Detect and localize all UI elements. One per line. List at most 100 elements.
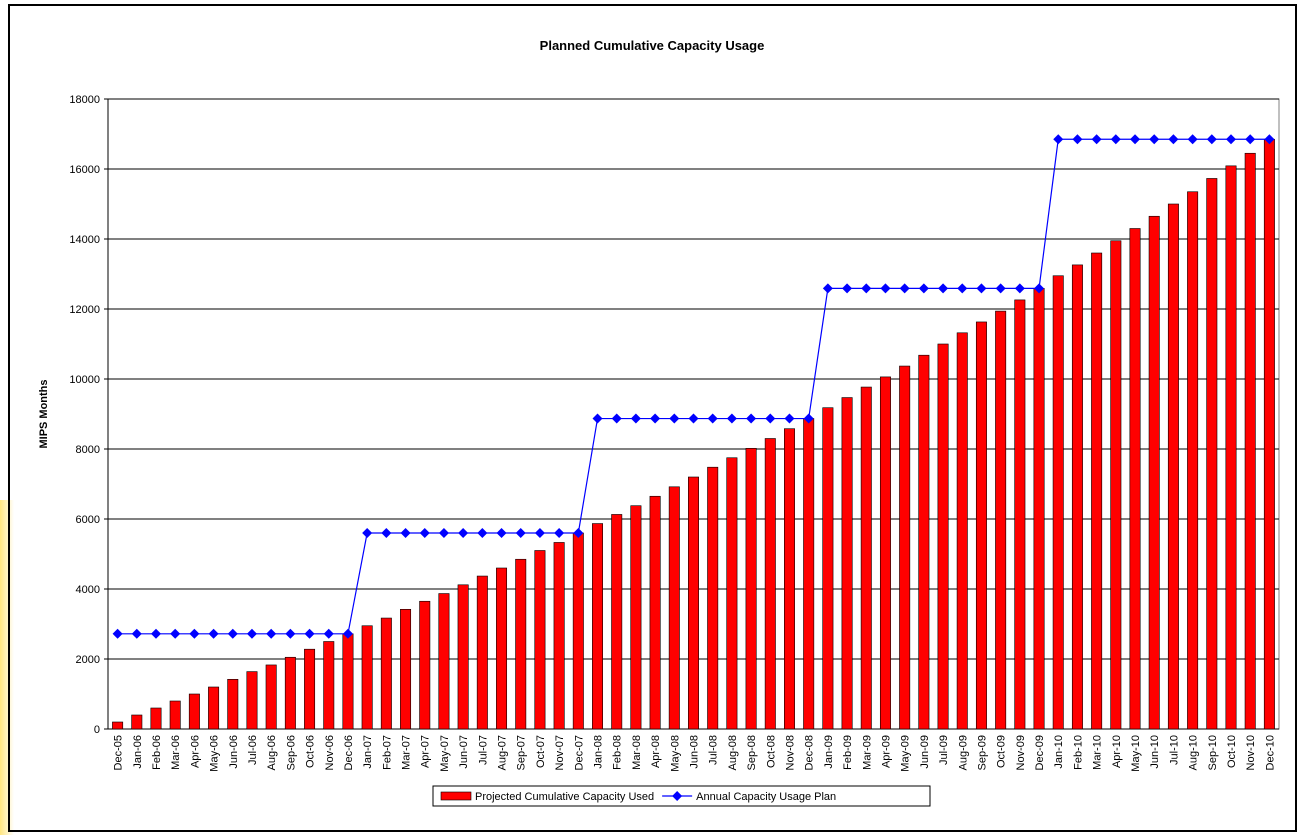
marker [880, 283, 891, 294]
x-tick-label: Oct-07 [535, 735, 547, 768]
bar [822, 407, 834, 730]
x-tick-label: Dec-06 [343, 735, 355, 770]
marker [458, 528, 469, 538]
x-tick-label: Jan-10 [1053, 735, 1065, 769]
x-tick-label: Apr-06 [189, 735, 201, 768]
bar [611, 514, 623, 730]
marker [669, 413, 680, 424]
bar [1148, 215, 1160, 730]
x-tick-label: Sep-09 [976, 735, 988, 770]
marker [1091, 134, 1102, 145]
bar [361, 625, 373, 730]
marker [746, 413, 757, 424]
x-tick-label: Dec-07 [573, 735, 585, 770]
marker [419, 528, 430, 538]
bar [188, 693, 200, 730]
y-tick-label: 18000 [69, 94, 100, 106]
bar [668, 486, 680, 730]
marker [995, 283, 1006, 294]
marker [899, 283, 910, 294]
marker [765, 413, 776, 424]
bar [553, 542, 565, 730]
bar [860, 386, 872, 730]
y-tick-label: 10000 [69, 374, 100, 386]
x-tick-label: Mar-08 [631, 735, 643, 770]
x-tick-label: Apr-09 [880, 735, 892, 768]
marker [1014, 283, 1025, 294]
y-tick-label: 16000 [69, 164, 100, 176]
marker [112, 628, 123, 639]
bar [1225, 165, 1237, 730]
bar [1244, 152, 1256, 730]
marker [976, 283, 987, 294]
bar [1187, 191, 1199, 730]
bar [1071, 264, 1083, 730]
bar [1052, 275, 1064, 730]
x-tick-label: Nov-07 [554, 735, 566, 770]
x-tick-label: Feb-06 [151, 735, 163, 770]
marker [266, 628, 277, 639]
marker [515, 528, 526, 538]
x-tick-label: Aug-07 [497, 735, 509, 770]
x-tick-label: Jun-07 [458, 735, 470, 769]
bar [726, 457, 738, 730]
x-tick-label: Aug-09 [957, 735, 969, 770]
marker [822, 283, 833, 294]
marker [1034, 283, 1045, 294]
x-tick-label: Nov-06 [324, 735, 336, 770]
x-tick-label: Feb-07 [381, 735, 393, 770]
x-tick-label: May-08 [669, 735, 681, 772]
x-tick-label: Mar-10 [1092, 735, 1104, 770]
x-tick-label: Jul-10 [1168, 735, 1180, 765]
marker [323, 628, 334, 639]
marker [227, 628, 238, 639]
bar [515, 558, 527, 730]
x-tick-label: Jul-07 [477, 735, 489, 765]
chart-border [8, 4, 1297, 832]
x-tick-label: Mar-06 [170, 735, 182, 770]
marker [1226, 134, 1237, 145]
bar [1110, 240, 1122, 730]
bar [457, 584, 469, 730]
marker [246, 628, 257, 639]
bar [1167, 203, 1179, 730]
bar [841, 397, 853, 730]
marker [534, 528, 545, 538]
bar [745, 447, 757, 730]
bar [438, 593, 450, 730]
bar [937, 343, 949, 730]
x-tick-label: Jun-10 [1149, 735, 1161, 769]
x-tick-label: May-06 [209, 735, 221, 772]
x-tick-label: Sep-08 [746, 735, 758, 770]
bar [131, 714, 143, 730]
bar [707, 466, 719, 730]
marker [438, 528, 449, 538]
bar [342, 633, 354, 730]
y-tick-label: 12000 [69, 304, 100, 316]
x-tick-label: Jan-07 [362, 735, 374, 769]
bar [995, 310, 1007, 730]
marker [918, 283, 929, 294]
marker [650, 413, 661, 424]
bar [400, 608, 412, 730]
x-tick-label: Aug-10 [1188, 735, 1200, 770]
x-tick-label: Apr-07 [420, 735, 432, 768]
bar [208, 686, 220, 730]
marker [1245, 134, 1256, 145]
marker [938, 283, 949, 294]
legend-label: Annual Capacity Usage Plan [696, 791, 836, 803]
marker [573, 528, 584, 538]
chart-title: Planned Cumulative Capacity Usage [540, 38, 765, 53]
x-tick-label: Aug-06 [266, 735, 278, 770]
marker [1110, 134, 1121, 145]
bar [1206, 178, 1218, 730]
marker [554, 528, 565, 538]
y-tick-label: 6000 [76, 514, 100, 526]
marker [285, 628, 296, 639]
marker [304, 628, 315, 639]
marker [1264, 134, 1275, 145]
x-tick-label: Dec-09 [1034, 735, 1046, 770]
bar [1014, 299, 1026, 730]
x-tick-label: Apr-08 [650, 735, 662, 768]
